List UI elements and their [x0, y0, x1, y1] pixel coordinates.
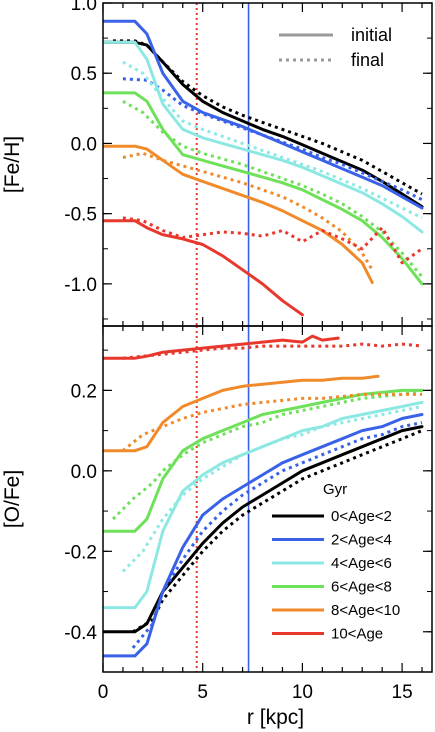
panel-fe-h: 1.0 0.5 0.0 -0.5 -1.0 [Fe/H] initial final [1, 0, 433, 327]
legend-label: 0<Age<2 [331, 508, 392, 525]
y-tick-label: -0.4 [64, 623, 97, 644]
legend-label: initial [351, 25, 392, 45]
y-tick-label: -0.5 [64, 205, 97, 226]
x-tick-label: 10 [292, 682, 313, 703]
series-line-9-final [121, 392, 422, 452]
series-line-3-final [131, 421, 423, 649]
plot-area [103, 3, 424, 326]
series-line-6-initial [103, 91, 424, 286]
series-line-4-initial [103, 400, 424, 610]
x-tick-label: 0 [98, 682, 109, 703]
series-line-8-initial [103, 144, 374, 284]
legend-label: 2<Age<4 [331, 532, 392, 549]
plot-frame [102, 325, 433, 673]
series-line-3-final [122, 77, 423, 201]
legend-title: Gyr [323, 481, 347, 498]
legend-label: 10<Age [331, 626, 383, 643]
series-line-1-final [132, 429, 423, 634]
panel-o-fe: 0.2 0.0 -0.2 -0.4 0 5 10 15 [O/Fe] r [kpc] Gyr 0<Ag… [1, 325, 433, 729]
series-line-5-final [122, 60, 423, 220]
legend-initial-final: initial final [279, 25, 392, 70]
y-tick-label: 0.5 [71, 64, 97, 85]
y-tick-label: 1.0 [71, 0, 97, 15]
y-tick-label: -0.2 [64, 542, 97, 563]
y-tick-label: 0.2 [71, 381, 97, 402]
legend-label: 6<Age<8 [331, 579, 392, 596]
series-line-10-initial [103, 219, 304, 317]
x-axis-label: r [kpc] [247, 706, 304, 729]
series-line-11-final [122, 342, 423, 360]
x-tick-label: 15 [392, 682, 413, 703]
series-line-2-initial [103, 413, 424, 658]
x-tick-label: 5 [197, 682, 208, 703]
legend-age-groups: Gyr 0<Age<2 2<Age<4 4<Age<6 6<Age<8 8<Age<10 1… [272, 481, 400, 643]
legend-label: 4<Age<6 [331, 555, 392, 572]
plot-area [103, 326, 424, 672]
series-line-10-initial [103, 334, 340, 360]
series-line-8-initial [103, 374, 380, 453]
legend-label: 8<Age<10 [331, 602, 400, 619]
series-line-11-final [122, 216, 423, 265]
series-line-2-initial [103, 19, 424, 210]
series-line-7-final [122, 99, 424, 278]
series-line-4-initial [103, 40, 424, 234]
series-line-9-final [122, 151, 374, 271]
y-tick-label: 0.0 [71, 134, 97, 155]
y-tick-label: 0.0 [71, 462, 97, 483]
series-line-7-final [111, 388, 423, 521]
y-tick-label: -1.0 [64, 275, 97, 296]
y-axis-label: [O/Fe] [1, 470, 24, 528]
series-line-6-initial [103, 388, 424, 533]
y-axis-label: [Fe/H] [1, 136, 24, 193]
legend-label: final [351, 50, 384, 70]
series-line-0-initial [103, 425, 424, 634]
